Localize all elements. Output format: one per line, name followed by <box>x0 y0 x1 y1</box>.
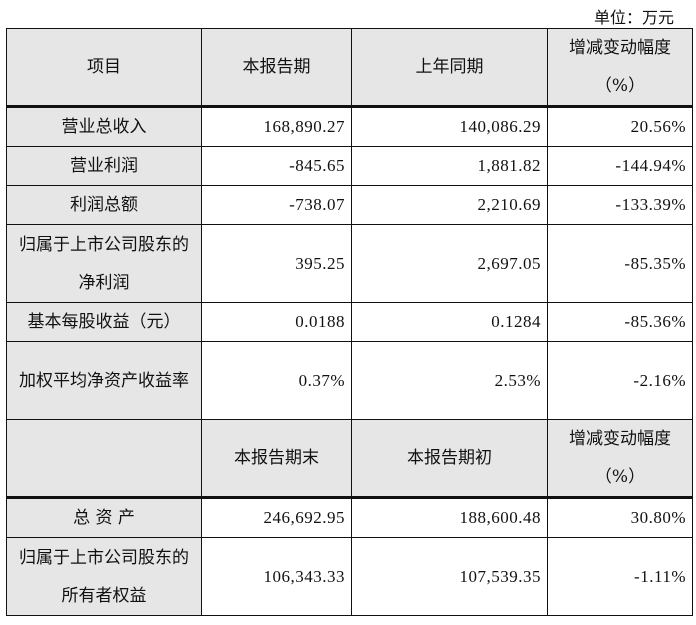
cell-current: 246,692.95 <box>201 497 352 538</box>
cell-prior: 1,881.82 <box>351 146 548 186</box>
row-label: 加权平均净资产收益率 <box>6 341 202 420</box>
cell-change: -1.11% <box>547 537 693 616</box>
table-row: 归属于上市公司股东的净利润 395.25 2,697.05 -85.35% <box>6 224 693 303</box>
header-current: 本报告期 <box>201 28 352 108</box>
cell-change: 20.56% <box>547 106 693 147</box>
cell-change: -85.35% <box>547 224 693 303</box>
cell-current: 395.25 <box>201 224 352 303</box>
table-row: 利润总额 -738.07 2,210.69 -133.39% <box>6 185 693 225</box>
header2-change: 增减变动幅度 （%） <box>547 419 693 499</box>
header2-current: 本报告期末 <box>201 419 352 499</box>
cell-current: 168,890.27 <box>201 106 352 147</box>
header-item: 项目 <box>6 28 202 108</box>
cell-current: 0.37% <box>201 341 352 420</box>
cell-prior: 2,697.05 <box>351 224 548 303</box>
table-row: 加权平均净资产收益率 0.37% 2.53% -2.16% <box>6 341 693 420</box>
row-label: 归属于上市公司股东的净利润 <box>6 224 202 303</box>
cell-prior: 2.53% <box>351 341 548 420</box>
unit-label: 单位：万元 <box>593 8 674 27</box>
table-header-row: 项目 本报告期 上年同期 增减变动幅度 （%） <box>6 28 693 108</box>
cell-current: -845.65 <box>201 146 352 186</box>
header-change-label: 增减变动幅度 <box>569 38 671 58</box>
cell-current: 0.0188 <box>201 302 352 342</box>
table-row: 基本每股收益（元） 0.0188 0.1284 -85.36% <box>6 302 693 342</box>
cell-prior: 107,539.35 <box>351 537 548 616</box>
row-label: 总 资 产 <box>6 497 202 538</box>
financial-summary-table: 项目 本报告期 上年同期 增减变动幅度 （%） 营业总收入 168,890.27 … <box>6 28 693 616</box>
header-prior: 上年同期 <box>351 28 548 108</box>
cell-change: 30.80% <box>547 497 693 538</box>
cell-prior: 2,210.69 <box>351 185 548 225</box>
table-row: 归属于上市公司股东的所有者权益 106,343.33 107,539.35 -1… <box>6 537 693 616</box>
row-label: 营业利润 <box>6 146 202 186</box>
header-change: 增减变动幅度 （%） <box>547 28 693 108</box>
cell-change: -133.39% <box>547 185 693 225</box>
row-label: 基本每股收益（元） <box>6 302 202 342</box>
header2-prior: 本报告期初 <box>351 419 548 499</box>
table-row: 营业总收入 168,890.27 140,086.29 20.56% <box>6 106 693 147</box>
header2-item <box>6 419 202 499</box>
header2-change-label: 增减变动幅度 <box>569 429 671 449</box>
row-label: 利润总额 <box>6 185 202 225</box>
cell-current: -738.07 <box>201 185 352 225</box>
table-row: 总 资 产 246,692.95 188,600.48 30.80% <box>6 497 693 538</box>
row-label: 营业总收入 <box>6 106 202 147</box>
cell-current: 106,343.33 <box>201 537 352 616</box>
header2-change-unit: （%） <box>594 467 646 487</box>
cell-change: -85.36% <box>547 302 693 342</box>
cell-change: -2.16% <box>547 341 693 420</box>
cell-prior: 188,600.48 <box>351 497 548 538</box>
header-change-unit: （%） <box>594 76 646 96</box>
cell-prior: 140,086.29 <box>351 106 548 147</box>
table-header-row-2: 本报告期末 本报告期初 增减变动幅度 （%） <box>6 419 693 499</box>
table-row: 营业利润 -845.65 1,881.82 -144.94% <box>6 146 693 186</box>
cell-change: -144.94% <box>547 146 693 186</box>
cell-prior: 0.1284 <box>351 302 548 342</box>
row-label: 归属于上市公司股东的所有者权益 <box>6 537 202 616</box>
